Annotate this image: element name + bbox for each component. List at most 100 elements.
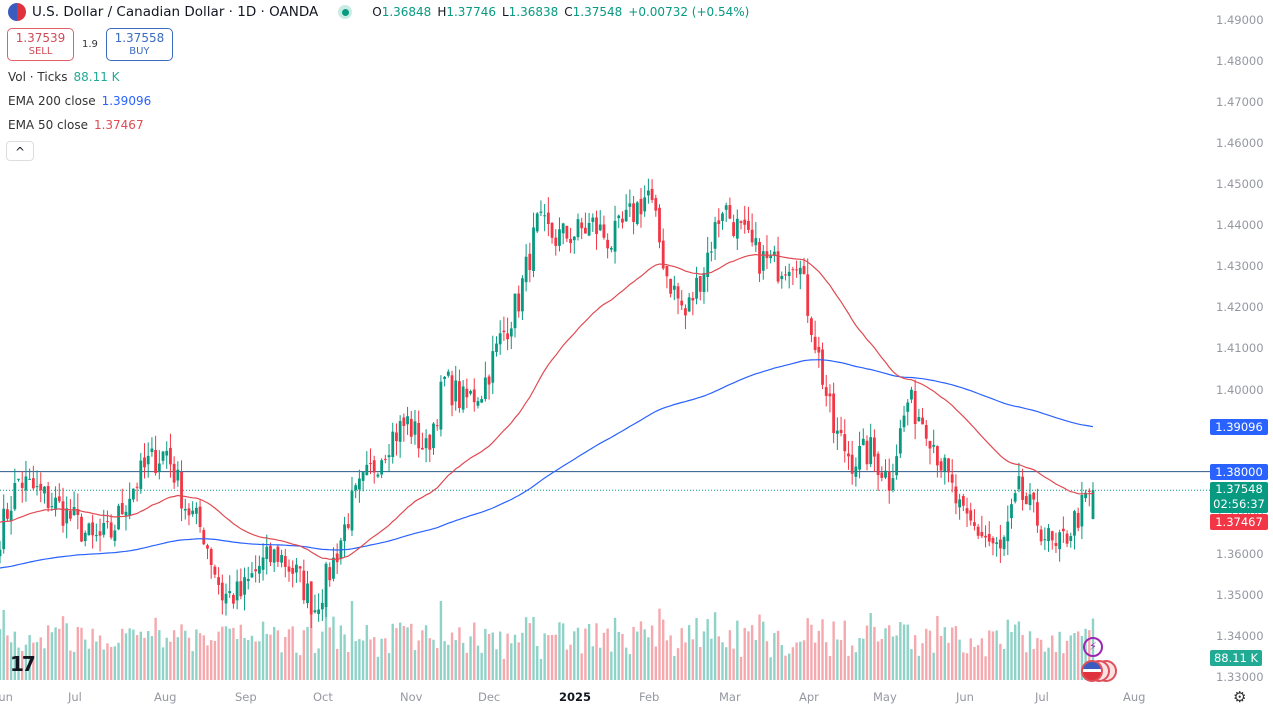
- volume-bar: [1032, 649, 1035, 680]
- ema200-indicator[interactable]: EMA 200 close 1.39096: [8, 94, 152, 108]
- candle-body: [595, 217, 598, 235]
- volume-bar: [1017, 621, 1021, 680]
- candle-body: [1021, 476, 1025, 500]
- candle-body: [295, 564, 298, 573]
- volume-bar: [276, 630, 280, 680]
- volume-bar: [269, 634, 272, 680]
- volume-bar: [17, 647, 20, 680]
- volume-bar: [561, 623, 565, 680]
- x-tick-label: Apr: [799, 690, 819, 704]
- candle-body: [98, 531, 102, 536]
- volume-bar: [728, 630, 732, 680]
- candle-body: [372, 460, 376, 473]
- volume-bar: [436, 648, 439, 680]
- x-tick-label: Aug: [1123, 690, 1146, 704]
- volume-bar: [717, 636, 720, 680]
- volume-bar: [302, 630, 306, 680]
- usd-cad-flag-icon: [8, 3, 26, 21]
- volume-bar: [1047, 647, 1050, 680]
- candle-body: [1002, 537, 1006, 550]
- candle-body: [9, 510, 13, 522]
- volume-bar: [402, 626, 406, 680]
- candle-body: [83, 532, 87, 542]
- volume-bar: [347, 652, 350, 680]
- candle-body: [206, 545, 209, 549]
- volume-bar: [250, 635, 254, 680]
- candle-body: [728, 205, 732, 219]
- volume-bar: [69, 650, 72, 680]
- candle-body: [906, 402, 910, 412]
- candle-body: [698, 275, 702, 292]
- candle-body: [435, 425, 439, 427]
- lightning-event-icon[interactable]: ⚡: [1083, 637, 1103, 657]
- volume-bar: [261, 621, 265, 680]
- volume-bar: [713, 612, 717, 680]
- ema200-line: [0, 359, 1094, 569]
- candle-body: [976, 526, 980, 536]
- volume-bar: [139, 631, 142, 680]
- candle-body: [450, 375, 454, 406]
- candle-body: [754, 238, 758, 246]
- candle-body: [454, 380, 458, 402]
- symbol-title[interactable]: U.S. Dollar / Canadian Dollar · 1D · OAN…: [32, 4, 319, 20]
- volume-bar: [154, 617, 157, 680]
- volume-bar: [1025, 652, 1028, 680]
- candle-body: [94, 535, 98, 537]
- candle-body: [6, 509, 9, 519]
- volume-bar: [813, 642, 817, 680]
- candle-body: [991, 537, 995, 544]
- candle-body: [239, 581, 243, 597]
- volume-bar: [84, 639, 87, 680]
- candle-body: [743, 219, 747, 225]
- volume-bar: [87, 648, 91, 680]
- candle-body: [469, 391, 472, 394]
- candle-body: [602, 224, 606, 238]
- candle-body: [254, 569, 258, 572]
- candle-body: [524, 256, 528, 283]
- candle-body: [391, 431, 395, 458]
- candle-body: [413, 421, 417, 435]
- buy-button[interactable]: 1.37558 BUY: [105, 28, 173, 61]
- volume-bar: [247, 640, 250, 680]
- settings-gear-icon[interactable]: ⚙: [1233, 688, 1247, 706]
- volume-bar: [217, 631, 220, 680]
- candle-body: [665, 265, 669, 277]
- candle-body: [235, 581, 239, 601]
- economic-events-icon[interactable]: [1081, 660, 1117, 682]
- volume-bar: [343, 634, 346, 680]
- volume-bar: [1062, 653, 1065, 680]
- candle-body: [54, 497, 57, 510]
- volume-bar: [317, 648, 320, 680]
- candle-body: [917, 417, 921, 422]
- volume-bar: [428, 638, 431, 680]
- candle-body: [995, 542, 999, 544]
- tradingview-logo[interactable]: 17: [10, 652, 36, 676]
- candle-body: [328, 567, 332, 581]
- ema50-indicator[interactable]: EMA 50 close 1.37467: [8, 118, 144, 132]
- candle-body: [672, 285, 676, 290]
- volume-indicator[interactable]: Vol · Ticks 88.11 K: [8, 70, 120, 84]
- candle-body: [1028, 494, 1032, 506]
- volume-bar: [391, 623, 394, 680]
- volume-bar: [417, 640, 420, 680]
- candle-body: [57, 496, 61, 502]
- candle-body: [491, 351, 495, 383]
- volume-bar: [335, 648, 339, 680]
- volume-bar: [747, 631, 750, 680]
- candle-body: [669, 278, 673, 294]
- candle-body: [954, 486, 958, 504]
- candle-body: [695, 277, 698, 299]
- x-tick-label: Feb: [639, 690, 660, 704]
- candle-body: [928, 440, 932, 449]
- y-tick-label: 1.41000: [1216, 341, 1264, 356]
- volume-bar: [361, 640, 365, 680]
- volume-bar: [936, 615, 939, 680]
- collapse-legend-button[interactable]: ^: [6, 141, 34, 161]
- volume-bar: [184, 630, 187, 680]
- volume-bar: [128, 628, 131, 680]
- sell-button[interactable]: 1.37539 SELL: [7, 28, 74, 61]
- volume-bar: [969, 638, 972, 680]
- candle-body: [0, 549, 2, 557]
- volume-bar: [739, 656, 743, 680]
